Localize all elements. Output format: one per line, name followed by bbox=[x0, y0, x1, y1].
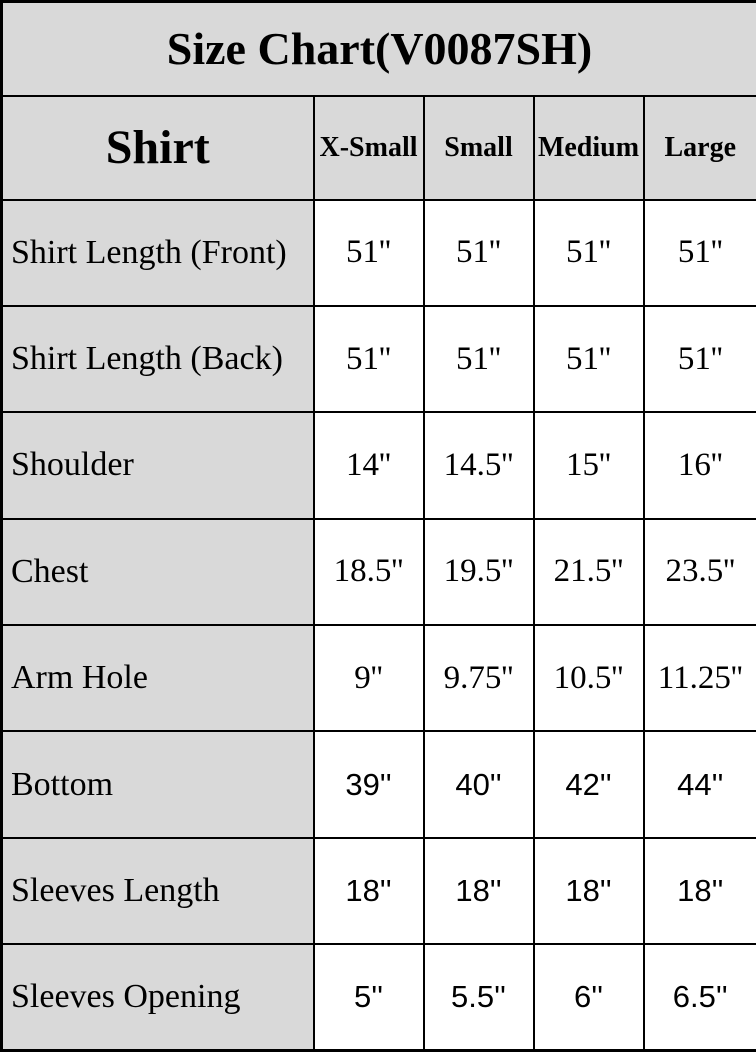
cell-value: 39'' bbox=[312, 730, 425, 839]
cell-value: 5.5'' bbox=[422, 943, 535, 1052]
cell-value: 11.25'' bbox=[642, 623, 756, 733]
column-header-medium: Medium bbox=[532, 94, 645, 201]
cell-value: 18'' bbox=[312, 836, 425, 946]
cell-value: 51'' bbox=[312, 304, 425, 414]
column-header-small: Small bbox=[422, 94, 535, 201]
cell-value: 9'' bbox=[312, 623, 425, 733]
chart-title: Size Chart(V0087SH) bbox=[0, 0, 756, 97]
cell-value: 10.5'' bbox=[532, 623, 645, 733]
column-header-x-small: X-Small bbox=[312, 94, 425, 201]
cell-value: 15'' bbox=[532, 411, 645, 520]
cell-value: 51'' bbox=[532, 304, 645, 414]
cell-value: 51'' bbox=[312, 198, 425, 307]
cell-value: 51'' bbox=[642, 198, 756, 307]
cell-value: 40'' bbox=[422, 730, 535, 839]
row-label: Shirt Length (Front) bbox=[0, 198, 315, 307]
corner-header-shirt: Shirt bbox=[0, 94, 315, 201]
cell-value: 51'' bbox=[422, 304, 535, 414]
cell-value: 18'' bbox=[532, 836, 645, 946]
cell-value: 14.5'' bbox=[422, 411, 535, 520]
row-label: Shoulder bbox=[0, 411, 315, 520]
title-row: Size Chart(V0087SH) bbox=[0, 0, 756, 97]
cell-value: 51'' bbox=[642, 304, 756, 414]
table-row-arm-hole: Arm Hole 9'' 9.75'' 10.5'' 11.25'' bbox=[0, 623, 756, 733]
cell-value: 44'' bbox=[642, 730, 756, 839]
header-row: Shirt X-Small Small Medium Large bbox=[0, 94, 756, 201]
column-header-large: Large bbox=[642, 94, 756, 201]
cell-value: 6.5'' bbox=[642, 943, 756, 1052]
cell-value: 18'' bbox=[422, 836, 535, 946]
row-label: Shirt Length (Back) bbox=[0, 304, 315, 414]
table-row-sleeves-opening: Sleeves Opening 5'' 5.5'' 6'' 6.5'' bbox=[0, 943, 756, 1052]
cell-value: 18'' bbox=[642, 836, 756, 946]
table-row-chest: Chest 18.5'' 19.5'' 21.5'' 23.5'' bbox=[0, 517, 756, 627]
cell-value: 18.5'' bbox=[312, 517, 425, 627]
row-label: Bottom bbox=[0, 730, 315, 839]
row-label: Sleeves Opening bbox=[0, 943, 315, 1052]
cell-value: 42'' bbox=[532, 730, 645, 839]
table-row-sleeves-length: Sleeves Length 18'' 18'' 18'' 18'' bbox=[0, 836, 756, 946]
table-row-shoulder: Shoulder 14'' 14.5'' 15'' 16'' bbox=[0, 411, 756, 520]
row-label: Chest bbox=[0, 517, 315, 627]
cell-value: 51'' bbox=[532, 198, 645, 307]
table-row-shirt-length-back: Shirt Length (Back) 51'' 51'' 51'' 51'' bbox=[0, 304, 756, 414]
cell-value: 51'' bbox=[422, 198, 535, 307]
row-label: Arm Hole bbox=[0, 623, 315, 733]
cell-value: 14'' bbox=[312, 411, 425, 520]
cell-value: 9.75'' bbox=[422, 623, 535, 733]
row-label: Sleeves Length bbox=[0, 836, 315, 946]
cell-value: 6'' bbox=[532, 943, 645, 1052]
table-row-bottom: Bottom 39'' 40'' 42'' 44'' bbox=[0, 730, 756, 839]
cell-value: 23.5'' bbox=[642, 517, 756, 627]
cell-value: 16'' bbox=[642, 411, 756, 520]
cell-value: 19.5'' bbox=[422, 517, 535, 627]
cell-value: 5'' bbox=[312, 943, 425, 1052]
cell-value: 21.5'' bbox=[532, 517, 645, 627]
table-row-shirt-length-front: Shirt Length (Front) 51'' 51'' 51'' 51'' bbox=[0, 198, 756, 307]
